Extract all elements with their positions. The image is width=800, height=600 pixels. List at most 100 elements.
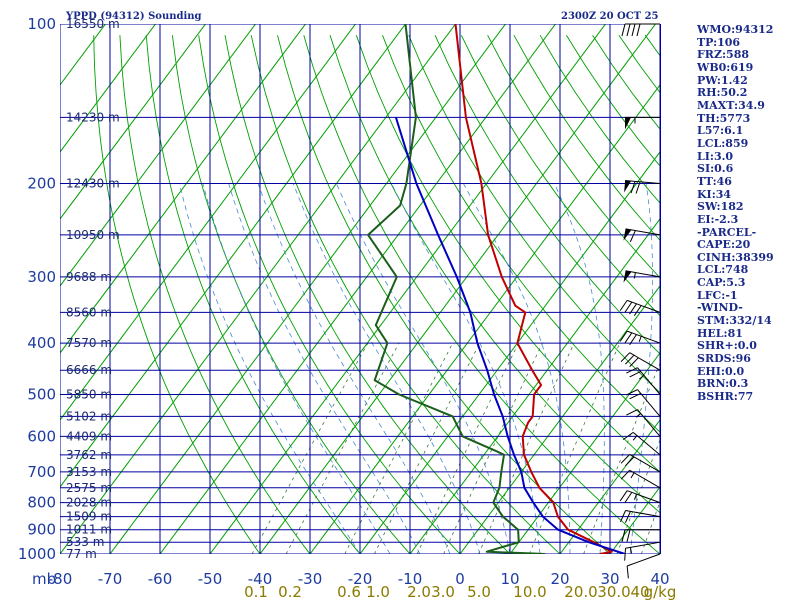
index-panel: WMO:94312 TP:106 FRZ:588 WB0:619 PW:1.42 RH:5… — [697, 23, 774, 404]
barb-full — [624, 511, 631, 523]
mixing-ratio-label: 10.0 — [513, 583, 546, 600]
barb-full — [626, 23, 631, 37]
index-item: BRN:0.3 — [697, 377, 749, 391]
barb-staff — [626, 330, 661, 344]
wind-barb — [623, 228, 661, 243]
temperature-tick-label: -60 — [148, 570, 173, 588]
dewpoint-line — [367, 24, 546, 554]
dry-adiabat — [198, 35, 461, 554]
height-label: 6666 m — [66, 363, 112, 377]
pressure-tick-label: 900 — [27, 521, 56, 539]
barb-full — [621, 23, 626, 37]
height-label: 2028 m — [66, 496, 112, 510]
barb-full — [629, 357, 639, 367]
index-item: TP:106 — [697, 35, 741, 49]
barb-staff — [625, 270, 661, 278]
barb-half — [632, 435, 638, 441]
barb-flag — [625, 117, 631, 130]
temperature-tick-label: -10 — [398, 570, 423, 588]
temperature-line — [454, 24, 613, 554]
temperature-tick-label: 30 — [600, 570, 619, 588]
pressure-tick-label: 1000 — [18, 545, 56, 563]
isotherm — [409, 216, 661, 554]
temperature-tick-label: -50 — [198, 570, 223, 588]
wind-barb — [623, 270, 661, 283]
height-label: 3153 m — [66, 465, 112, 479]
wind-barb — [620, 469, 661, 489]
barb-full — [625, 354, 635, 365]
height-label: 12430 m — [66, 177, 120, 191]
temperature-tick-label: -30 — [298, 570, 323, 588]
wind-barb — [624, 541, 661, 561]
chart-title: YPPD (94312) Sounding — [65, 11, 202, 22]
height-label: 5102 m — [66, 409, 112, 423]
barb-full — [626, 367, 638, 374]
index-item: TH:5773 — [697, 111, 751, 125]
barb-full — [629, 230, 636, 243]
barb-full — [631, 23, 636, 37]
wind-barb — [620, 352, 661, 371]
pressure-tick-label: 800 — [27, 494, 56, 512]
barb-half — [629, 547, 632, 554]
barb-full — [620, 352, 631, 362]
height-label: 10950 m — [66, 228, 120, 242]
pressure-tick-label: 500 — [27, 385, 56, 403]
height-label: 2575 m — [66, 481, 112, 495]
temperature-tick-label: 20 — [550, 570, 569, 588]
barb-staff — [629, 469, 661, 489]
mixing-ratio-label: 1.0 — [366, 583, 390, 600]
index-item: FRZ:588 — [697, 48, 750, 62]
index-item: MAXT:34.9 — [697, 98, 765, 112]
index-item: LCL:859 — [697, 136, 749, 150]
isotherm — [60, 24, 307, 354]
mixing-ratio-label: 5.0 — [467, 583, 491, 600]
isotherm — [109, 24, 507, 554]
dry-adiabat — [487, 34, 661, 280]
pressure-unit-label: mb — [32, 570, 56, 588]
mixing-ratio-label: 0.1 — [244, 583, 268, 600]
barb-half — [639, 374, 645, 380]
wind-barb — [625, 116, 660, 130]
barb-full — [626, 529, 631, 542]
wind-barb — [624, 179, 661, 194]
mixing-ratio-label: 0.2 — [278, 583, 302, 600]
isotherm — [509, 350, 661, 554]
index-item: HEL:81 — [697, 326, 743, 340]
isotherm — [60, 24, 257, 287]
barb-full — [619, 300, 628, 311]
height-label: 7570 m — [66, 336, 112, 350]
wind-barb — [619, 299, 661, 317]
temperature-tick-label: -70 — [98, 570, 123, 588]
pressure-tick-label: 700 — [27, 463, 56, 481]
index-item: KI:34 — [697, 187, 732, 201]
index-item: WB0:619 — [697, 60, 754, 74]
barb-full — [630, 181, 636, 194]
wind-barb — [626, 389, 661, 417]
index-item: SHR+:0.0 — [697, 339, 757, 353]
barb-full — [626, 389, 638, 396]
barb-staff — [626, 553, 661, 567]
index-item: -PARCEL- — [697, 225, 757, 239]
barb-full — [635, 181, 641, 194]
barb-full — [624, 548, 627, 561]
wind-barb — [620, 453, 661, 473]
index-item: STM:332/14 — [697, 314, 772, 328]
temperature-tick-label: 40 — [650, 570, 669, 588]
height-label: 8560 m — [66, 305, 112, 319]
index-item: TT:46 — [697, 174, 732, 188]
wind-barb — [621, 529, 660, 542]
temperature-tick-label: -20 — [348, 570, 373, 588]
height-label: 16550 m — [66, 17, 120, 31]
mixing-ratio-label: 20.0 — [564, 583, 597, 600]
barb-staff — [637, 389, 661, 417]
mixing-ratio-label: g/kg — [644, 583, 677, 600]
temperature-tick-label: 0 — [455, 570, 465, 588]
isotherm — [60, 24, 207, 220]
index-item: CAP:5.3 — [697, 276, 746, 290]
pressure-tick-label: 400 — [27, 334, 56, 352]
barb-staff — [625, 510, 661, 518]
height-label: 14230 m — [66, 110, 120, 124]
barb-full — [620, 454, 631, 464]
